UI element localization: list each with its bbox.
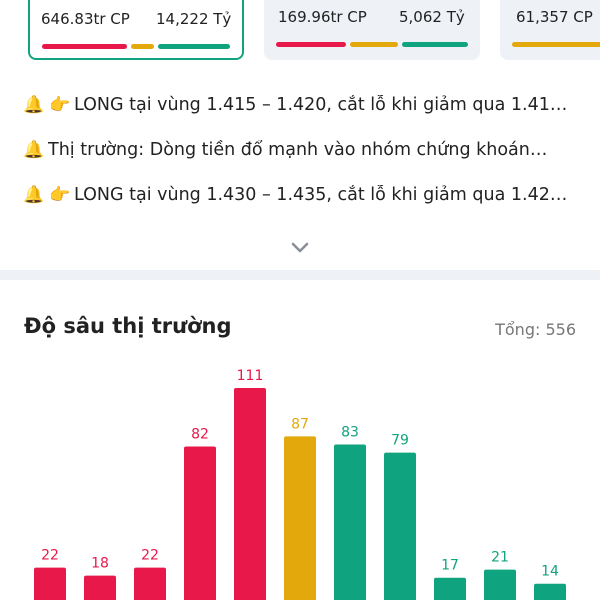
chevron-down-icon[interactable] [289,236,311,258]
depth-bar-label: 79 [391,433,409,449]
index-cards: 646.83tr CP 14,222 Tỷ 169.96tr CP 5,062 … [0,0,600,64]
depth-bar-label: 17 [441,558,459,574]
depth-bar-label: 82 [191,427,209,443]
bell-icon: 🔔 [23,139,45,160]
depth-bar[interactable] [384,452,416,600]
alert-item[interactable]: 🔔 Thị trường: Dòng tiền đổ mạnh vào nhóm… [22,127,582,172]
depth-bar-label: 18 [91,556,109,572]
depth-bar-label: 111 [237,368,264,384]
depth-bar-label: 21 [491,550,509,566]
index-card-2[interactable]: 169.96tr CP 5,062 Tỷ [264,0,480,60]
pointing-hand-icon: 👉 [49,184,71,205]
breadth-segment [42,44,127,49]
index-card-volume: 646.83tr CP [41,10,130,28]
depth-bar[interactable] [534,583,566,600]
breadth-segment [158,44,230,49]
breadth-segment [512,42,600,47]
depth-bar-label: 83 [341,425,359,441]
market-depth-chart: 22 18 22 82 111 87 83 79 17 21 14 [34,368,566,600]
index-card-volume: 169.96tr CP [278,8,367,26]
total-value: 556 [545,320,576,339]
depth-bar[interactable] [84,575,116,600]
bell-icon: 🔔 [23,94,45,115]
index-card-breadth-bar [264,42,480,47]
depth-bar[interactable] [134,567,166,600]
depth-bar[interactable] [484,569,516,600]
breadth-segment [131,44,154,49]
depth-bar-label: 87 [291,416,309,432]
alert-text: LONG tại vùng 1.415 – 1.420, cắt lỗ khi … [74,94,568,115]
alert-text: Thị trường: Dòng tiền đổ mạnh vào nhóm c… [48,139,548,160]
index-card-1[interactable]: 646.83tr CP 14,222 Tỷ [28,0,244,60]
index-card-breadth-bar [500,42,600,47]
depth-bar[interactable] [234,388,266,600]
index-card-value: 14,222 Tỷ [156,10,232,28]
depth-bar[interactable] [284,436,316,600]
alert-list: 🔔 👉 LONG tại vùng 1.415 – 1.420, cắt lỗ … [22,82,582,217]
depth-bar[interactable] [34,567,66,600]
depth-bar[interactable] [334,444,366,600]
breadth-segment [276,42,346,47]
alert-item[interactable]: 🔔 👉 LONG tại vùng 1.415 – 1.420, cắt lỗ … [22,82,582,127]
bell-icon: 🔔 [23,184,45,205]
total-label: Tổng: [495,320,541,339]
breadth-segment [350,42,398,47]
index-card-breadth-bar [30,44,242,49]
index-card-value: 5,062 Tỷ [399,8,465,26]
index-card-3[interactable]: 61,357 CP [500,0,600,60]
alert-text: LONG tại vùng 1.430 – 1.435, cắt lỗ khi … [74,184,568,205]
section-title: Độ sâu thị trường [24,314,232,338]
depth-bar[interactable] [434,577,466,600]
section-divider [0,270,600,280]
breadth-segment [402,42,468,47]
depth-bar-label: 22 [41,548,59,564]
total-count: Tổng: 556 [495,320,576,339]
alert-item[interactable]: 🔔 👉 LONG tại vùng 1.430 – 1.435, cắt lỗ … [22,172,582,217]
index-card-volume: 61,357 CP [516,8,593,26]
depth-bar-label: 22 [141,548,159,564]
depth-bar-label: 14 [541,564,559,580]
pointing-hand-icon: 👉 [49,94,71,115]
depth-bar[interactable] [184,446,216,600]
